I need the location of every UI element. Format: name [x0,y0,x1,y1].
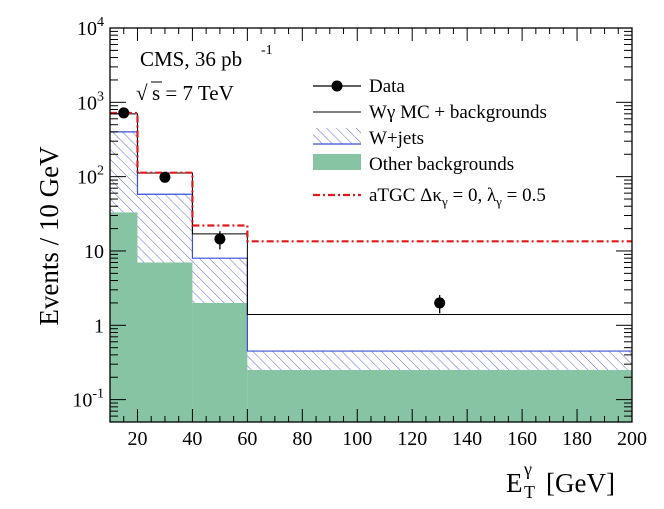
annotation: CMS, 36 pb -1 √ s = 7 TeV [136,43,273,105]
y-tick-label: 102 [77,164,104,189]
data-point [118,107,130,119]
data-point [434,297,446,309]
x-axis-label-main: E [506,468,523,498]
series-layer [109,107,633,422]
x-tick-label: 140 [452,428,482,450]
wjets-band [137,194,193,263]
x-tick-label: 80 [292,428,312,450]
y-axis-label: Events / 10 GeV [34,146,64,326]
legend-label: Other backgrounds [369,154,514,175]
x-tick-label: 60 [237,428,257,450]
legend-item-atgc: aTGC Δκγ = 0, λγ = 0.5 [313,185,546,209]
annotation-sqrt: √ [136,81,148,105]
other-bg-bar [110,212,138,422]
y-tick-label: 10-1 [72,387,104,412]
data-point [214,233,226,245]
legend-item-wjets: W+jets [313,128,424,149]
x-tick-label: 120 [397,428,427,450]
x-axis-label-sub: T [524,482,535,502]
legend-label: Wγ MC + backgrounds [369,102,547,123]
x-tick-label: 160 [507,428,537,450]
data-point [159,171,171,183]
y-tick-label: 1 [94,315,104,337]
other-bg-bar [137,262,193,422]
other-bg-bar [192,302,248,422]
atgc-line [110,111,632,243]
ticks-layer [109,27,633,423]
annotation-experiment: CMS, 36 pb [140,47,242,71]
legend-item-other: Other backgrounds [313,154,514,175]
y-tick-label: 103 [77,89,104,114]
legend: Data Wγ MC + backgrounds W+jets Other ba… [313,76,547,209]
legend-item-data: Data [313,76,405,97]
legend-item-mc: Wγ MC + backgrounds [313,102,547,123]
x-axis-label-sup: γ [523,459,532,479]
tick-labels: 20 40 60 80 100 120 140 160 180 200 10-1 1 10 102 103 1… [72,15,647,450]
legend-label: aTGC Δκγ = 0, λγ = 0.5 [369,185,546,209]
y-tick-label: 104 [77,15,104,40]
legend-label: Data [369,76,405,97]
x-axis-label-unit: [GeV] [546,468,615,498]
annotation-experiment-sup: -1 [261,43,273,58]
x-tick-label: 20 [127,428,147,450]
x-tick-label: 100 [342,428,372,450]
wjets-band [110,131,138,213]
wjets-band [192,258,248,303]
x-tick-label: 180 [562,428,592,450]
y-tick-label: 10 [84,241,104,263]
legend-label: W+jets [369,128,424,149]
other-bg-bar [247,370,633,422]
wjets-band [247,351,633,371]
annotation-energy: s = 7 TeV [152,81,234,105]
x-axis-label: E γ T [GeV] [506,459,615,502]
x-tick-label: 40 [182,428,202,450]
x-tick-label: 200 [617,428,647,450]
